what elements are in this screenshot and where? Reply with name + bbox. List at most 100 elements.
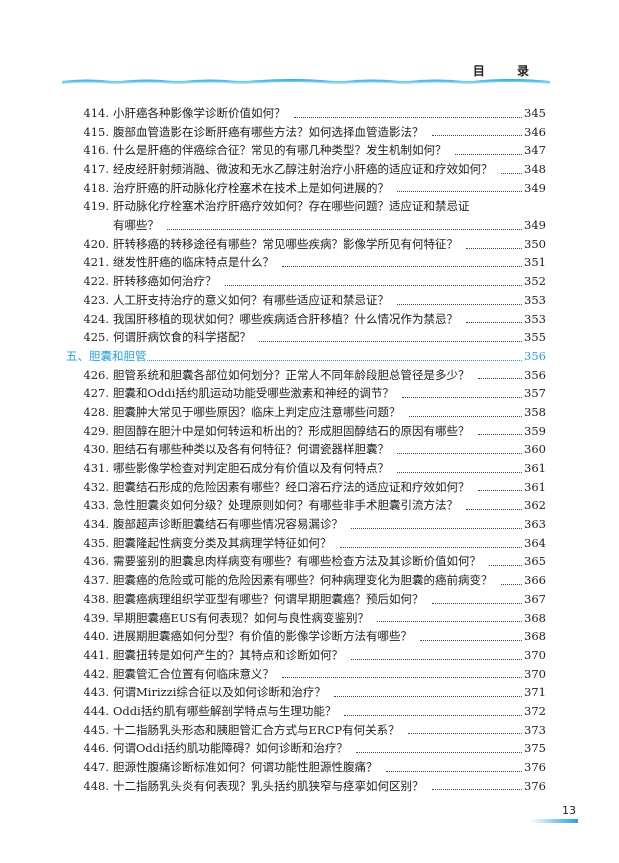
entry-number: 444. [83, 703, 109, 718]
running-header: 目 录 [472, 64, 543, 78]
entry-page: 376 [524, 760, 546, 775]
entry-title: 小肝癌各种影像学诊断价值如何？ [113, 105, 286, 120]
section-title: 五、胆囊和胆管 [66, 348, 147, 363]
dot-leader [466, 509, 523, 511]
entry-title: 何谓肝病饮食的科学搭配？ [113, 330, 251, 345]
entry-number: 433. [83, 498, 109, 513]
toc-entry[interactable]: 444. Oddi括约肌有哪些解剖学特点与生理功能？ 372 [66, 702, 546, 721]
toc-entry[interactable]: 437. 胆囊癌的危险或可能的危险因素有哪些？何种病理变化为胆囊的癌前病变？ 366 [66, 571, 546, 590]
toc-entry[interactable]: 418. 治疗肝癌的肝动脉化疗栓塞术在技术上是如何进展的？ 349 [66, 179, 546, 198]
dot-leader [351, 527, 523, 529]
entry-number: 418. [83, 180, 109, 195]
toc-entry[interactable]: 423. 人工肝支持治疗的意义如何？有哪些适应证和禁忌证？ 353 [66, 291, 546, 310]
entry-page: 348 [524, 162, 546, 177]
toc-entry[interactable]: 427. 胆囊和Oddi括约肌运动功能受哪些激素和神经的调节？ 357 [66, 384, 546, 403]
entry-page: 355 [524, 330, 546, 345]
dot-leader [224, 284, 523, 286]
toc-entry[interactable]: 442. 胆囊管汇合位置有何临床意义？ 370 [66, 665, 546, 684]
entry-number: 437. [83, 573, 109, 588]
entry-page: 357 [524, 386, 546, 401]
toc-entry[interactable]: 436. 需要鉴别的胆囊息肉样病变有哪些？有哪些检查方法及其诊断价值如何？ 365 [66, 553, 546, 572]
section-heading[interactable]: 五、胆囊和胆管 356 [66, 347, 546, 366]
toc-entry[interactable]: 431. 哪些影像学检查对判定胆石成分有价值以及有何特点？ 361 [66, 459, 546, 478]
entry-page: 373 [524, 722, 546, 737]
entry-number: 442. [83, 666, 109, 681]
dot-leader [408, 415, 523, 417]
toc-entry[interactable]: 447. 胆源性腹痛诊断标准如何？何谓功能性胆源性腹痛？ 376 [66, 758, 546, 777]
entry-page: 372 [524, 703, 546, 718]
entry-page: 361 [524, 461, 546, 476]
dot-leader [282, 266, 523, 268]
entry-number: 420. [83, 236, 109, 251]
entry-number: 427. [83, 386, 109, 401]
entry-title: 何谓Oddi括约肌功能障碍？如何诊断和治疗？ [113, 741, 348, 756]
entry-number: 422. [83, 274, 109, 289]
entry-title: 肝转移癌的转移途径有哪些？常见哪些疾病？影像学所见有何特征？ [113, 236, 458, 251]
entry-title: 胆囊和Oddi括约肌运动功能受哪些激素和神经的调节？ [113, 386, 394, 401]
toc-entry[interactable]: 424. 我国肝移植的现状如何？哪些疾病适合肝移植？什么情况作为禁忌？ 353 [66, 310, 546, 329]
dot-leader [466, 247, 523, 249]
dot-leader [351, 658, 523, 660]
section-page: 356 [524, 348, 546, 363]
toc-entry[interactable]: 433. 急性胆囊炎如何分级？处理原则如何？有哪些非手术胆囊引流方法？ 362 [66, 496, 546, 515]
dot-leader [500, 583, 523, 585]
entry-page: 365 [524, 554, 546, 569]
toc-entry[interactable]: 430. 胆结石有哪些种类以及各有何特征？何谓瓷器样胆囊？ 360 [66, 440, 546, 459]
toc-entry[interactable]: 414. 小肝癌各种影像学诊断价值如何？ 345 [66, 104, 546, 123]
toc-entry[interactable]: 445. 十二指肠乳头形态和胰胆管汇合方式与ERCP有何关系？ 373 [66, 721, 546, 740]
toc-entry[interactable]: 425. 何谓肝病饮食的科学搭配？ 355 [66, 328, 546, 347]
entry-page: 361 [524, 479, 546, 494]
entry-number: 426. [83, 367, 109, 382]
entry-title-continued: 有哪些？ [113, 218, 159, 233]
entry-page: 347 [524, 143, 546, 158]
entry-number: 436. [83, 554, 109, 569]
entry-page: 367 [524, 591, 546, 606]
toc-entry[interactable]: 426. 胆管系统和胆囊各部位如何划分？正常人不同年龄段胆总管径是多少？ 356 [66, 366, 546, 385]
entry-number: 419. [83, 199, 109, 214]
dot-leader [282, 677, 523, 679]
toc-entry[interactable]: 429. 胆固醇在胆汁中是如何转运和析出的？形成胆固醇结石的原因有哪些？ 359 [66, 422, 546, 441]
entry-number: 414. [83, 105, 109, 120]
toc-entry[interactable]: 416. 什么是肝癌的伴癌综合征？常见的有哪几种类型？发生机制如何？ 347 [66, 141, 546, 160]
entry-number: 435. [83, 535, 109, 550]
dot-leader [397, 453, 523, 455]
toc-entry[interactable]: 434. 腹部超声诊断胆囊结石有哪些情况容易漏诊？ 363 [66, 515, 546, 534]
toc-entry[interactable]: 428. 胆囊肿大常见于哪些原因？临床上判定应注意哪些问题？ 358 [66, 403, 546, 422]
toc-entry[interactable]: 421. 继发性肝癌的临床特点是什么？ 351 [66, 254, 546, 273]
entry-number: 429. [83, 423, 109, 438]
entry-page: 345 [524, 105, 546, 120]
toc-entry[interactable]: 415. 腹部血管造影在诊断肝癌有哪些方法？如何选择血管造影法？ 346 [66, 123, 546, 142]
entry-page: 368 [524, 629, 546, 644]
toc-entry[interactable]: 438. 胆囊癌病理组织学亚型有哪些？何谓早期胆囊癌？预后如何？ 367 [66, 590, 546, 609]
entry-title: 我国肝移植的现状如何？哪些疾病适合肝移植？什么情况作为禁忌？ [113, 311, 458, 326]
entry-number: 439. [83, 610, 109, 625]
dot-leader [397, 191, 523, 193]
toc-entry[interactable]: 439. 早期胆囊癌EUS有何表现？如何与良性病变鉴别？ 368 [66, 609, 546, 628]
toc-entry[interactable]: 446. 何谓Oddi括约肌功能障碍？如何诊断和治疗？ 375 [66, 739, 546, 758]
entry-title: 腹部血管造影在诊断肝癌有哪些方法？如何选择血管造影法？ [113, 124, 424, 139]
table-of-contents: 414. 小肝癌各种影像学诊断价值如何？ 345 415. 腹部血管造影在诊断肝癌有哪些… [66, 104, 546, 795]
toc-entry[interactable]: 435. 胆囊隆起性病变分类及其病理学特征如何？ 364 [66, 534, 546, 553]
toc-entry[interactable]: 443. 何谓Mirizzi综合征以及如何诊断和治疗？ 371 [66, 683, 546, 702]
entry-page: 360 [524, 442, 546, 457]
entry-title: 继发性肝癌的临床特点是什么？ [113, 255, 274, 270]
toc-entry[interactable]: 432. 胆囊结石形成的危险因素有哪些？经口溶石疗法的适应证和疗效如何？ 361 [66, 478, 546, 497]
dot-leader [477, 378, 523, 380]
dot-leader [477, 434, 523, 436]
toc-entry[interactable]: 420. 肝转移癌的转移途径有哪些？常见哪些疾病？影像学所见有何特征？ 350 [66, 235, 546, 254]
entry-page: 349 [524, 218, 546, 233]
toc-entry[interactable]: 417. 经皮经肝射频消融、微波和无水乙醇注射治疗小肝癌的适应证和疗效如何？ 348 [66, 160, 546, 179]
toc-entry-continuation[interactable]: 有哪些？ 349 [66, 216, 546, 235]
dot-leader [477, 490, 523, 492]
entry-title: 腹部超声诊断胆囊结石有哪些情况容易漏诊？ [113, 517, 343, 532]
toc-entry[interactable]: 419. 肝动脉化疗栓塞术治疗肝癌疗效如何？存在哪些问题？适应证和禁忌证 [66, 197, 546, 216]
entry-page: 359 [524, 423, 546, 438]
toc-entry[interactable]: 440. 进展期胆囊癌如何分型？有价值的影像学诊断方法有哪些？ 368 [66, 627, 546, 646]
entry-number: 425. [83, 330, 109, 345]
toc-entry[interactable]: 422. 肝转移癌如何治疗？ 352 [66, 272, 546, 291]
entry-number: 448. [83, 778, 109, 793]
entry-number: 438. [83, 591, 109, 606]
entry-page: 350 [524, 236, 546, 251]
toc-entry[interactable]: 448. 十二指肠乳头炎有何表现？乳头括约肌狭窄与痉挛如何区别？ 376 [66, 777, 546, 796]
toc-entry[interactable]: 441. 胆囊扭转是如何产生的？其特点和诊断如何？ 370 [66, 646, 546, 665]
